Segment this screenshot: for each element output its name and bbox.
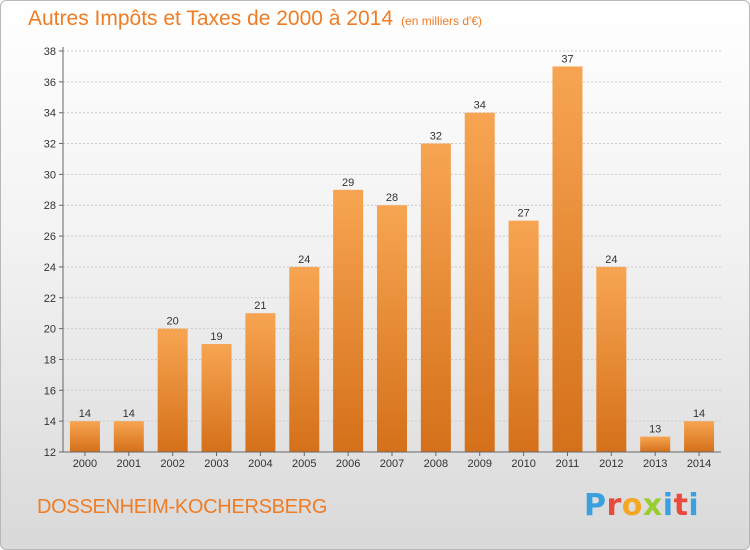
data-label: 32 [430, 131, 442, 143]
x-tick-label: 2001 [117, 458, 141, 470]
x-tick-label: 2009 [467, 458, 491, 470]
y-tick-label: 30 [44, 169, 56, 181]
bar-2009 [464, 112, 495, 452]
x-tick-label: 2008 [424, 458, 448, 470]
logo-letter: o [621, 488, 643, 523]
y-tick-label: 38 [44, 46, 56, 58]
y-tick-label: 24 [44, 262, 56, 274]
data-label: 20 [167, 316, 179, 328]
data-label: 21 [254, 300, 266, 312]
y-tick-label: 18 [44, 354, 56, 366]
data-label: 29 [342, 177, 354, 189]
logo-letter: P [584, 488, 607, 523]
y-tick-label: 34 [44, 108, 56, 120]
title-text: Autres Impôts et Taxes de 2000 à 2014 [28, 7, 394, 30]
x-tick-label: 2012 [599, 458, 623, 470]
data-label: 27 [517, 208, 529, 220]
bar-2005 [289, 266, 320, 452]
data-label: 37 [561, 53, 573, 65]
y-tick-label: 32 [44, 139, 56, 151]
logo-letter: i [662, 488, 674, 523]
chart-title: Autres Impôts et Taxes de 2000 à 2014 (en… [28, 7, 482, 31]
data-label: 14 [79, 408, 91, 420]
x-tick-label: 2002 [160, 458, 184, 470]
axis-layer: 12 14 16 18 20 22 24 26 28 30 32 34 36 38 2000 2001 2002… [44, 46, 721, 470]
data-label: 14 [693, 408, 705, 420]
data-label: 19 [210, 331, 222, 343]
y-tick-label: 26 [44, 231, 56, 243]
y-tick-label: 28 [44, 200, 56, 212]
logo-letter: r [606, 488, 622, 523]
y-tick-label: 36 [44, 77, 56, 89]
logo-letter: i [688, 488, 700, 523]
logo-letter: t [673, 488, 689, 523]
bar-2002 [157, 328, 188, 452]
x-tick-label: 2007 [380, 458, 404, 470]
x-tick-label: 2006 [336, 458, 360, 470]
data-label: 24 [298, 254, 310, 266]
x-tick-label: 2003 [204, 458, 228, 470]
bar-2003 [201, 344, 232, 452]
city-name: DOSSENHEIM-KOCHERSBERG [37, 496, 328, 518]
x-tick-label: 2010 [511, 458, 535, 470]
x-tick-label: 2005 [292, 458, 316, 470]
data-label: 13 [649, 424, 661, 436]
data-label: 14 [123, 408, 135, 420]
bar-2013 [640, 436, 671, 452]
x-tick-label: 2011 [556, 458, 580, 470]
y-tick-label: 14 [44, 416, 56, 428]
x-tick-label: 2013 [643, 458, 667, 470]
bar-2012 [596, 266, 627, 452]
bar-2011 [552, 66, 583, 452]
x-tick-label: 2000 [73, 458, 97, 470]
bar-2008 [420, 143, 451, 453]
y-tick-label: 20 [44, 324, 56, 336]
data-label: 28 [386, 192, 398, 204]
logo-letter: x [642, 488, 663, 523]
y-tick-label: 16 [44, 385, 56, 397]
data-label: 34 [474, 100, 486, 112]
bar-2006 [333, 189, 364, 453]
y-tick-label: 12 [44, 447, 56, 459]
data-label: 24 [605, 254, 617, 266]
bar-2010 [508, 220, 539, 452]
title-unit: (en milliers d'€) [401, 14, 483, 28]
bar-2004 [245, 313, 276, 452]
bars-layer: 14 14 20 19 21 24 29 28 32 34 27 37 24 13 14 [69, 53, 715, 453]
proxiti-logo: Proxiti [584, 488, 699, 523]
x-tick-label: 2014 [687, 458, 711, 470]
bar-2007 [377, 205, 407, 452]
bar-2001 [113, 421, 144, 452]
y-tick-label: 22 [44, 293, 56, 305]
bar-2000 [69, 421, 100, 452]
x-tick-label: 2004 [248, 458, 272, 470]
bar-2014 [684, 421, 715, 452]
